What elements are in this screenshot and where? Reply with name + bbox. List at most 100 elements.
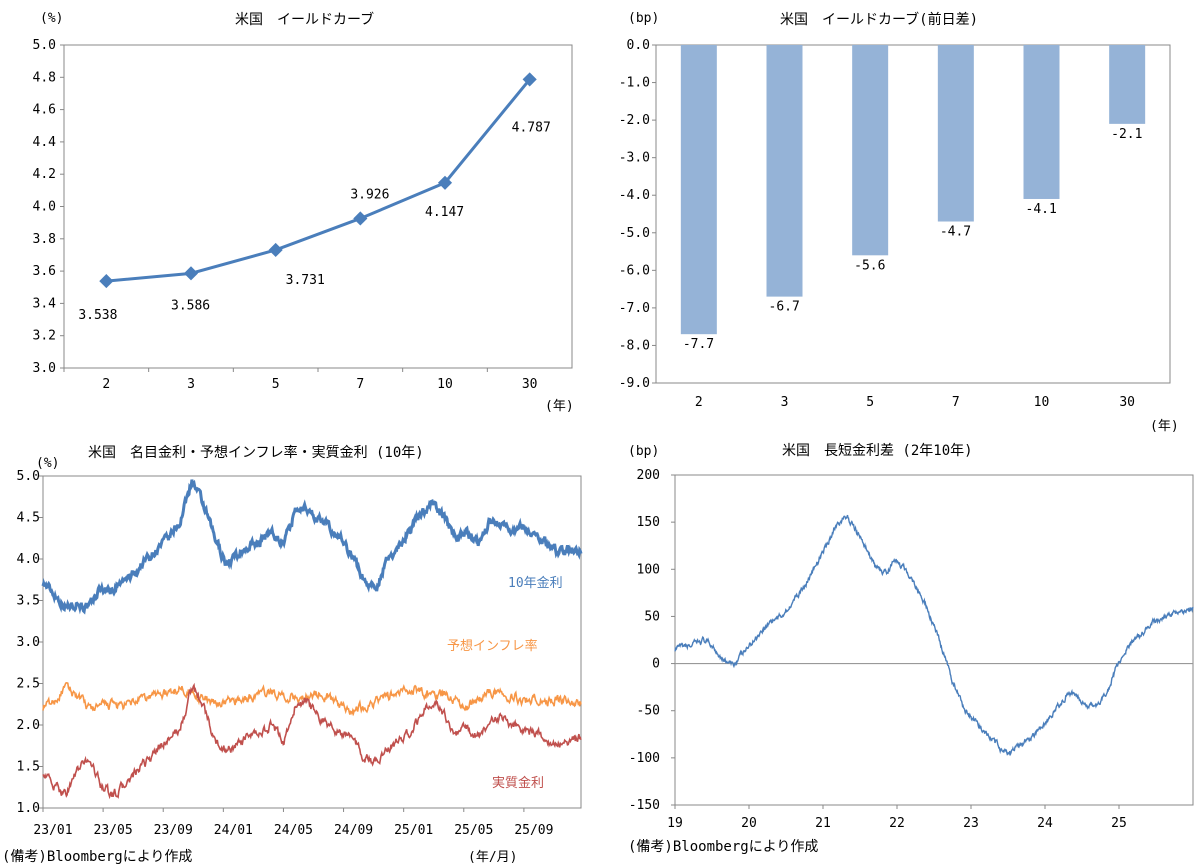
chart3-series-breakeven [42,681,582,717]
chart1-point [437,175,453,190]
chart4-xtick-label: 20 [741,816,757,831]
chart1-xtick-label: 5 [272,377,280,392]
chart4-xtick-label: 24 [1037,816,1053,831]
chart2-xunit: (年) [1150,419,1179,434]
chart2-ytick-label: 0.0 [627,38,650,53]
chart3-xunit: (年/月) [468,850,517,865]
chart4-ytick-label: -150 [629,798,660,813]
chart2-plot-frame [655,44,1171,384]
chart3-xtick-label: 23/09 [154,823,193,838]
chart2-xtick-label: 3 [781,395,789,410]
chart3-xtick-label: 23/01 [33,823,72,838]
chart3-xtick-label: 24/01 [214,823,253,838]
chart2-ytick-label: -2.0 [619,113,650,128]
chart1-data-label: 3.586 [171,298,210,313]
chart1-point [353,211,368,226]
chart1-data-label: 4.147 [425,205,464,220]
chart1-ytick-label: 5.0 [33,38,56,53]
chart2-bar [680,45,717,335]
chart1-point [522,72,537,87]
chart2-ytick-label: -5.0 [619,226,650,241]
chart2-bar [1109,45,1146,124]
chart1-data-label: 3.538 [78,308,117,323]
chart1-xtick-label: 2 [102,377,110,392]
chart4-xtick-label: 25 [1111,816,1127,831]
chart4-xtick-label: 23 [963,816,979,831]
chart1-data-label: 3.926 [350,187,389,202]
chart2-bar [1023,45,1060,199]
chart1-ytick-label: 4.4 [33,135,57,150]
chart2-ytick-label: -6.0 [619,263,650,278]
chart4-ytick-label: 200 [637,468,660,483]
source-note-right: (備考)Bloombergにより作成 [628,839,819,855]
chart1-ytick-label: 4.6 [33,103,56,118]
chart3-ytick-label: 2.0 [17,718,40,733]
chart2-data-label: -5.6 [854,258,885,273]
source-note-left: (備考)Bloombergにより作成 [2,849,193,865]
chart3-xtick-label: 23/05 [94,823,133,838]
chart1-ytick-label: 3.0 [33,361,56,376]
chart4-ytick-label: 0 [652,657,660,672]
chart3-ylabel: (%) [36,456,59,471]
chart1-ylabel: (%) [40,11,63,26]
chart2-ytick-label: -3.0 [619,151,650,166]
chart4-ytick-label: -50 [637,704,660,719]
chart1-ytick-label: 4.0 [33,200,56,215]
chart2-xtick-label: 7 [952,395,960,410]
chart1-plot-frame [63,44,573,369]
chart1-xtick-label: 30 [522,377,538,392]
chart3-ytick-label: 1.5 [17,760,40,775]
chart1-ytick-label: 3.2 [33,329,56,344]
legend-real: 実質金利 [492,775,544,791]
chart3-series-nominal [41,479,583,615]
chart1-point [99,274,114,289]
chart3-ytick-label: 2.5 [17,677,40,692]
chart4-xtick-label: 21 [815,816,831,831]
chart2-ytick-label: -9.0 [619,376,650,391]
chart2-ytick-label: -1.0 [619,76,650,91]
chart2-ytick-label: -7.0 [619,301,650,316]
chart2-xtick-label: 10 [1034,395,1050,410]
chart1-data-label: 4.787 [512,120,551,135]
chart2-data-label: -7.7 [683,337,714,352]
chart1-title: 米国 イールドカーブ [235,11,374,28]
chart3-ytick-label: 3.5 [17,594,40,609]
chart2-data-label: -2.1 [1111,127,1142,142]
chart2-bar [852,45,889,256]
chart2-ytick-label: -8.0 [619,338,650,353]
chart4-ytick-label: 50 [644,609,660,624]
chart4-title: 米国 長短金利差 (2年10年) [782,443,973,459]
chart1-series-line [106,78,531,283]
chart1-xtick-label: 3 [187,377,195,392]
chart4-ytick-label: -100 [629,751,660,766]
chart4-series-spread [674,514,1194,757]
chart2-data-label: -4.7 [940,225,971,240]
chart4-ytick-label: 100 [637,562,660,577]
chart2-xtick-label: 30 [1119,395,1135,410]
legend-nominal: 10年金利 [508,575,563,591]
chart3-ytick-label: 4.5 [17,511,40,526]
chart3-title: 米国 名目金利・予想インフレ率・実質金利 (10年) [88,444,424,461]
chart1-xtick-label: 7 [356,377,364,392]
chart1-point [183,266,199,281]
chart3-xtick-label: 24/05 [274,823,313,838]
chart1-ytick-label: 4.2 [33,167,56,182]
chart1-xtick-label: 10 [437,377,453,392]
chart2-xtick-label: 2 [695,395,703,410]
chart4-plot-frame [674,474,1194,806]
chart4-ytick-label: 150 [637,515,660,530]
chart4-ylabel: (bp) [628,444,659,459]
chart3-series-real [42,682,582,800]
chart2-xtick-label: 5 [866,395,874,410]
chart1-ytick-label: 3.4 [33,296,57,311]
chart1-ytick-label: 3.8 [33,232,56,247]
chart3-xtick-label: 25/05 [454,823,493,838]
chart3-ytick-label: 4.0 [17,552,40,567]
chart2-ytick-label: -4.0 [619,188,650,203]
chart3-xtick-label: 25/01 [394,823,433,838]
chart2-ylabel: (bp) [628,11,659,26]
chart1-xunit: (年) [545,399,574,414]
chart3-ytick-label: 3.0 [17,635,40,650]
rates-chart: (%) 米国 名目金利・予想インフレ率・実質金利 (10年) (年/月) 10年… [17,444,583,865]
chart4-xtick-label: 19 [667,816,683,831]
